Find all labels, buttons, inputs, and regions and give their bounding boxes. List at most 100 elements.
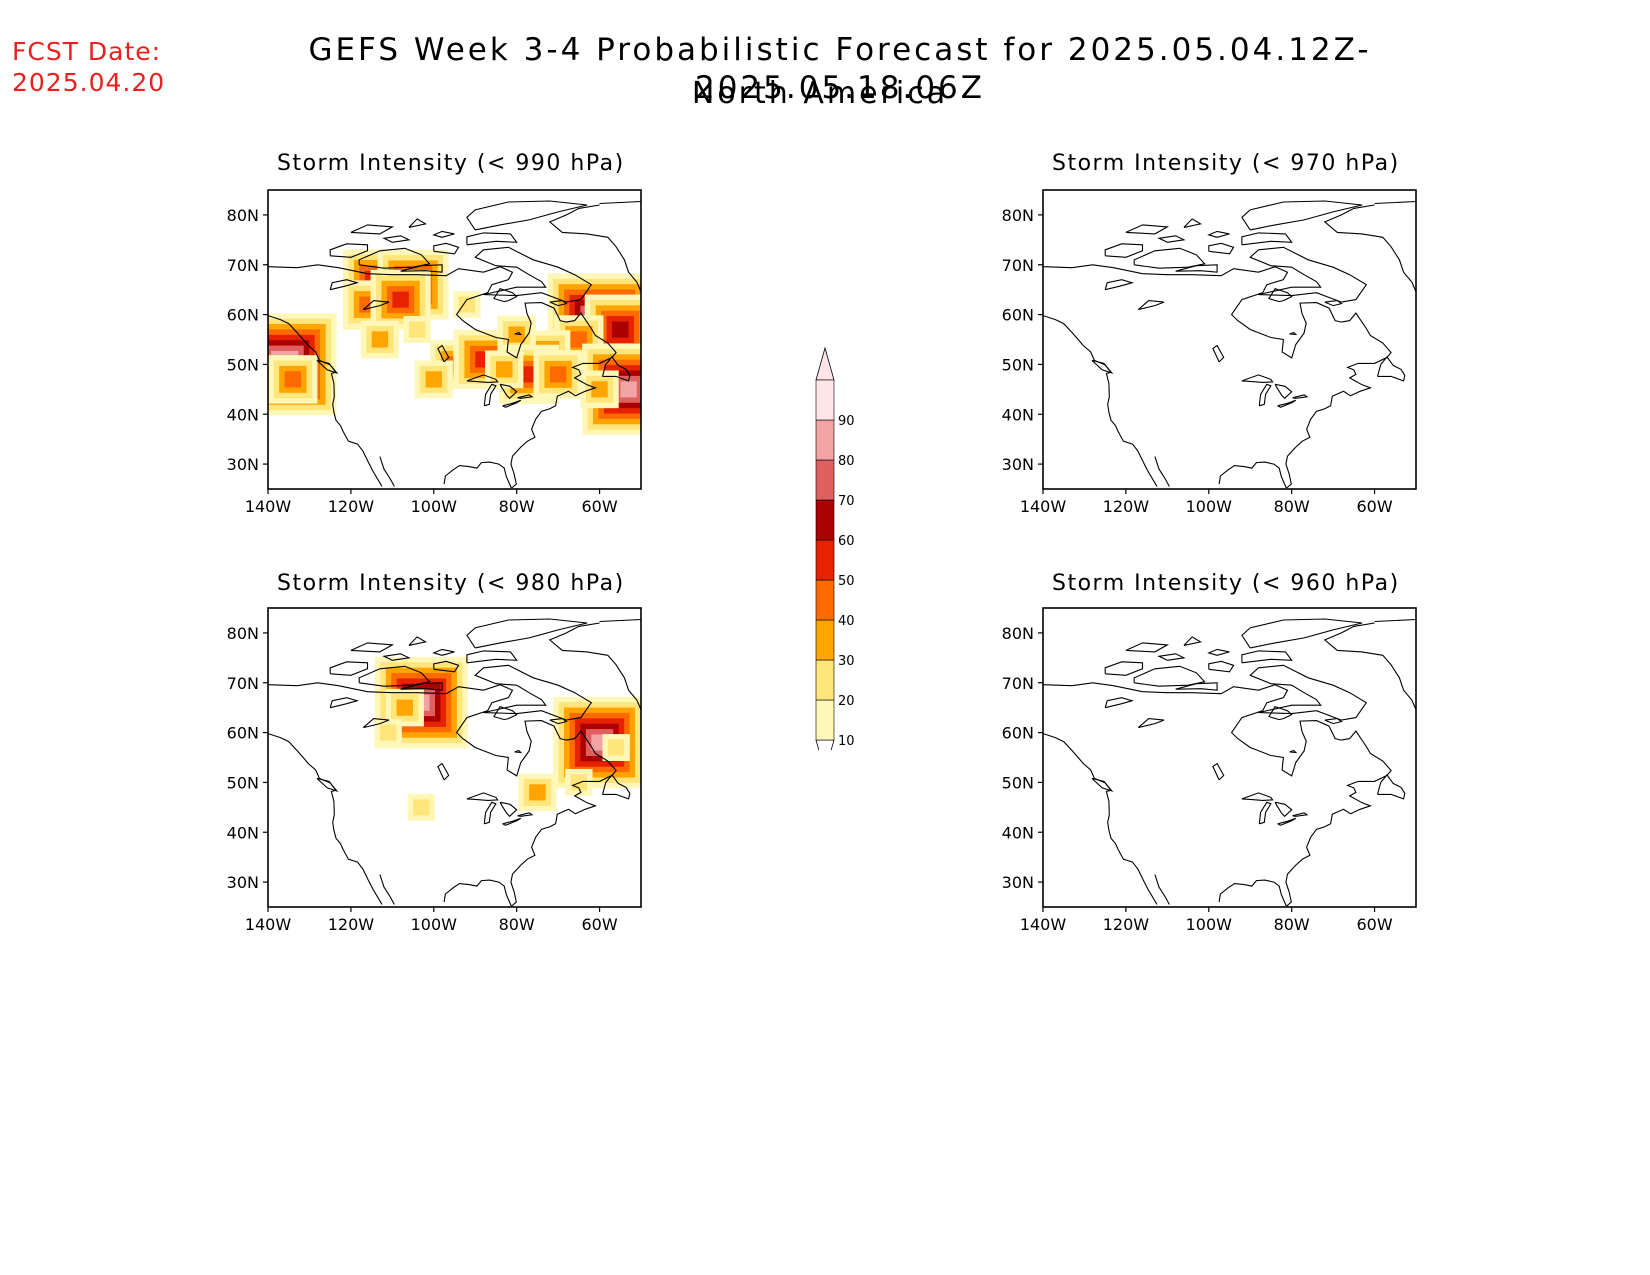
coastline bbox=[1104, 697, 1135, 709]
lat-tick-label: 40N bbox=[1002, 823, 1034, 842]
coastline bbox=[443, 879, 512, 907]
coastline bbox=[382, 653, 411, 661]
lon-tick-label: 120W bbox=[1103, 497, 1150, 516]
coastline bbox=[514, 749, 523, 754]
lon-tick-label: 80W bbox=[1274, 915, 1310, 934]
coastline bbox=[1043, 682, 1392, 907]
coastline bbox=[1208, 242, 1235, 255]
probability-cell bbox=[425, 371, 442, 388]
lon-tick-label: 100W bbox=[411, 497, 458, 516]
forecast-date-value: 2025.04.20 bbox=[12, 68, 166, 97]
coastlines bbox=[1043, 618, 1416, 907]
lon-tick-label: 120W bbox=[1103, 915, 1150, 934]
coastline bbox=[1043, 733, 1158, 905]
probability-cell bbox=[392, 291, 409, 308]
coastline bbox=[1183, 218, 1202, 228]
coastline bbox=[1133, 665, 1206, 687]
coastline bbox=[358, 665, 431, 687]
lon-tick-label: 80W bbox=[499, 497, 535, 516]
coastline bbox=[433, 242, 460, 255]
coastline bbox=[1207, 648, 1230, 656]
lat-tick-label: 60N bbox=[1002, 724, 1034, 743]
probability-cell bbox=[591, 381, 608, 398]
coastline bbox=[1374, 618, 1416, 623]
lon-tick-label: 60W bbox=[581, 497, 617, 516]
colorbar-bottom-cap bbox=[815, 739, 835, 750]
lon-tick-label: 120W bbox=[328, 497, 375, 516]
coastline bbox=[268, 315, 383, 487]
lat-tick-label: 30N bbox=[227, 455, 259, 474]
coastline bbox=[1207, 230, 1230, 238]
coastline bbox=[474, 246, 593, 303]
map-panel-990: 80N 70N 60N 50N 40N 30N 140W 120W 100W 80W 60W bbox=[227, 189, 642, 516]
lat-tick-label: 70N bbox=[1002, 256, 1034, 275]
probability-cell bbox=[520, 366, 538, 383]
coastline bbox=[1133, 247, 1206, 269]
lat-tick-label: 70N bbox=[1002, 674, 1034, 693]
probability-cell bbox=[408, 321, 426, 338]
coastline bbox=[514, 331, 523, 336]
coastline bbox=[1324, 300, 1343, 307]
lat-tick-label: 40N bbox=[227, 823, 259, 842]
coastline bbox=[1137, 300, 1165, 311]
coastline bbox=[1292, 812, 1309, 817]
lon-tick-label: 140W bbox=[1020, 915, 1067, 934]
lon-tick-label: 100W bbox=[1186, 915, 1233, 934]
coastlines bbox=[268, 200, 641, 489]
colorbar-swatch bbox=[815, 419, 835, 461]
coastline bbox=[329, 279, 360, 291]
coastline bbox=[549, 718, 568, 725]
lat-tick-label: 40N bbox=[1002, 405, 1034, 424]
colorbar-swatch bbox=[815, 579, 835, 621]
coastline bbox=[1258, 801, 1272, 825]
lon-tick-label: 140W bbox=[245, 915, 292, 934]
coastline bbox=[1212, 344, 1225, 363]
coastline bbox=[362, 300, 390, 311]
coastline bbox=[1125, 224, 1170, 235]
coastline bbox=[599, 200, 641, 205]
coastline bbox=[1218, 879, 1287, 907]
colorbar-swatch bbox=[815, 499, 835, 541]
coastline bbox=[400, 264, 443, 273]
probability-cell bbox=[379, 724, 397, 741]
coastline bbox=[1241, 200, 1363, 231]
probability-field bbox=[268, 249, 641, 436]
lon-tick-label: 120W bbox=[328, 915, 375, 934]
coastline bbox=[437, 344, 450, 363]
coastline bbox=[358, 247, 431, 269]
probability-cell bbox=[496, 361, 513, 378]
lat-tick-label: 50N bbox=[227, 773, 259, 792]
coastline bbox=[1154, 456, 1170, 487]
lon-tick-label: 140W bbox=[245, 497, 292, 516]
colorbar-label: 10 bbox=[838, 734, 855, 749]
coastline bbox=[1249, 664, 1368, 721]
coastline bbox=[1104, 279, 1135, 291]
lat-tick-label: 30N bbox=[1002, 455, 1034, 474]
coastlines bbox=[268, 618, 641, 907]
colorbar-top-cap bbox=[815, 346, 835, 381]
coastline bbox=[1249, 246, 1368, 303]
coastline bbox=[1175, 264, 1218, 273]
coastline bbox=[466, 618, 588, 649]
colorbar-legend: 10 20 30 40 50 60 70 80 90 bbox=[815, 346, 855, 750]
lon-tick-label: 80W bbox=[1274, 497, 1310, 516]
coastline bbox=[316, 359, 339, 374]
coastline bbox=[432, 648, 455, 656]
coastline bbox=[493, 706, 518, 721]
coastline bbox=[268, 733, 383, 905]
lat-tick-label: 50N bbox=[227, 355, 259, 374]
lat-tick-label: 80N bbox=[227, 206, 259, 225]
lon-tick-label: 60W bbox=[581, 915, 617, 934]
coastline bbox=[499, 801, 518, 818]
map-panel-980: 80N 70N 60N 50N 40N 30N 140W 120W 100W 80W 60W bbox=[227, 607, 642, 934]
coastline bbox=[1043, 315, 1158, 487]
coastline bbox=[1268, 706, 1293, 721]
coastline bbox=[549, 300, 568, 307]
probability-cell bbox=[620, 381, 637, 398]
colorbar-label: 40 bbox=[838, 614, 855, 629]
map-frame bbox=[1042, 189, 1417, 490]
panel-title-980: Storm Intensity (< 980 hPa) bbox=[277, 571, 625, 596]
coastline bbox=[601, 356, 631, 382]
coastline bbox=[329, 243, 369, 258]
coastline bbox=[1157, 235, 1186, 243]
